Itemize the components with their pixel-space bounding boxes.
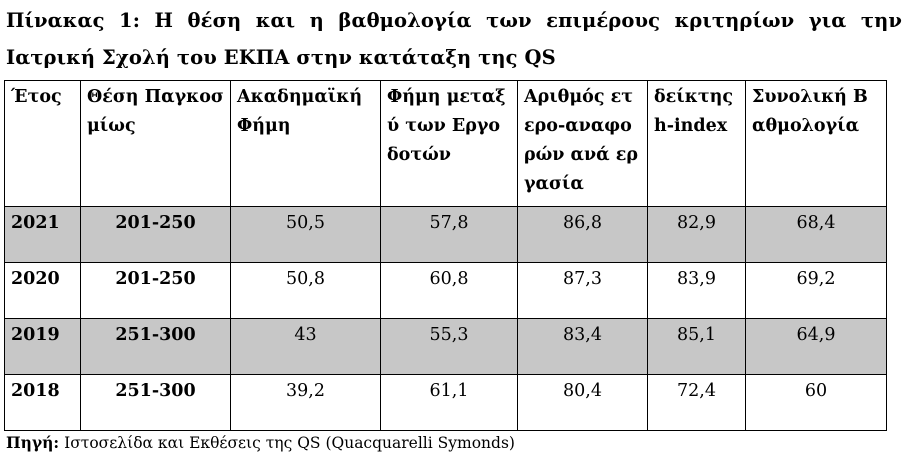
source-text: Ιστοσελίδα και Εκθέσεις της QS (Quacquar… <box>59 434 515 452</box>
cell-citations-per-paper: 86,8 <box>517 206 648 263</box>
cell-citations-per-paper: 83,4 <box>517 318 648 375</box>
cell-world-rank: 201-250 <box>80 262 231 319</box>
header-overall-score: Συνολική Βαθμολογία <box>745 80 887 207</box>
cell-h-index: 72,4 <box>647 374 746 431</box>
header-academic-reputation: Ακαδημαϊκή Φήμη <box>230 80 381 207</box>
cell-academic-reputation: 50,5 <box>230 206 381 263</box>
cell-citations-per-paper: 87,3 <box>517 262 648 319</box>
table-row: 2018 251-300 39,2 61,1 80,4 72,4 60 <box>4 374 887 431</box>
cell-citations-per-paper: 80,4 <box>517 374 648 431</box>
header-employer-reputation: Φήμη μεταξύ των Εργοδοτών <box>380 80 518 207</box>
table-row: 2019 251-300 43 55,3 83,4 85,1 64,9 <box>4 318 887 375</box>
qs-ranking-table: Έτος Θέση Παγκοσμίως Ακαδημαϊκή Φήμη Φήμ… <box>4 80 887 431</box>
cell-employer-reputation: 55,3 <box>380 318 518 375</box>
cell-world-rank: 251-300 <box>80 318 231 375</box>
cell-world-rank: 201-250 <box>80 206 231 263</box>
cell-academic-reputation: 43 <box>230 318 381 375</box>
cell-year: 2018 <box>4 374 81 431</box>
header-world-rank: Θέση Παγκοσμίως <box>80 80 231 207</box>
cell-year: 2019 <box>4 318 81 375</box>
table-caption: Πίνακας 1: Η θέση και η βαθμολογία των ε… <box>6 9 902 69</box>
source-note: Πηγή: Ιστοσελίδα και Εκθέσεις της QS (Qu… <box>6 432 515 454</box>
header-year: Έτος <box>4 80 81 207</box>
table-row: 2021 201-250 50,5 57,8 86,8 82,9 68,4 <box>4 206 887 263</box>
cell-academic-reputation: 39,2 <box>230 374 381 431</box>
cell-overall-score: 64,9 <box>745 318 887 375</box>
cell-h-index: 83,9 <box>647 262 746 319</box>
cell-academic-reputation: 50,8 <box>230 262 381 319</box>
cell-world-rank: 251-300 <box>80 374 231 431</box>
cell-h-index: 85,1 <box>647 318 746 375</box>
header-row: Έτος Θέση Παγκοσμίως Ακαδημαϊκή Φήμη Φήμ… <box>4 80 887 207</box>
cell-overall-score: 68,4 <box>745 206 887 263</box>
header-citations-per-paper: Αριθμός ετερο-αναφορών ανά εργασία <box>517 80 648 207</box>
header-h-index: δείκτης h-index <box>647 80 746 207</box>
cell-year: 2021 <box>4 206 81 263</box>
cell-h-index: 82,9 <box>647 206 746 263</box>
cell-employer-reputation: 57,8 <box>380 206 518 263</box>
cell-overall-score: 60 <box>745 374 887 431</box>
source-label: Πηγή: <box>6 433 60 452</box>
cell-employer-reputation: 61,1 <box>380 374 518 431</box>
cell-year: 2020 <box>4 262 81 319</box>
cell-overall-score: 69,2 <box>745 262 887 319</box>
table-row: 2020 201-250 50,8 60,8 87,3 83,9 69,2 <box>4 262 887 319</box>
cell-employer-reputation: 60,8 <box>380 262 518 319</box>
